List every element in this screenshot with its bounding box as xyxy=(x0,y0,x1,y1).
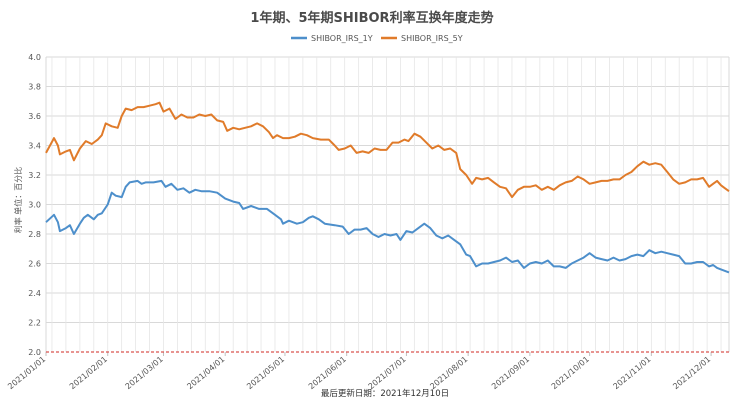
y-tick-label-5: 3.0 xyxy=(28,201,41,210)
y-tick-label-6: 3.2 xyxy=(28,171,41,180)
x-tick-label-9: 2021/10/01 xyxy=(550,355,591,392)
x-tick-label-3: 2021/04/01 xyxy=(185,355,226,392)
y-tick-label-1: 2.2 xyxy=(28,319,41,328)
y-tick-label-7: 3.4 xyxy=(28,142,41,151)
x-tick-label-4: 2021/05/01 xyxy=(245,355,286,392)
x-tick-label-7: 2021/08/01 xyxy=(428,355,469,392)
x-tick-label-11: 2021/12/01 xyxy=(671,355,712,392)
y-tick-label-3: 2.6 xyxy=(28,260,41,269)
x-tick-label-10: 2021/11/01 xyxy=(612,355,653,392)
y-tick-label-10: 4.0 xyxy=(28,53,41,62)
y-tick-label-9: 3.8 xyxy=(28,83,41,92)
series-line-shibor-irs-1y xyxy=(45,179,730,274)
legend-label-1: SHIBOR_IRS_5Y xyxy=(401,34,463,43)
x-tick-label-1: 2021/02/01 xyxy=(68,355,109,392)
x-tick-label-5: 2021/06/01 xyxy=(307,355,348,392)
y-tick-label-0: 2.0 xyxy=(28,348,41,357)
y-tick-label-8: 3.6 xyxy=(28,112,41,121)
legend-label-0: SHIBOR_IRS_1Y xyxy=(311,34,373,43)
chart-title: 1年期、5年期SHIBOR利率互换年度走势 xyxy=(250,10,493,26)
y-tick-label-4: 2.8 xyxy=(28,230,41,239)
x-tick-label-2: 2021/03/01 xyxy=(124,355,165,392)
legend: SHIBOR_IRS_1Y SHIBOR_IRS_5Y xyxy=(291,34,463,43)
x-axis-ticks: 2021/01/01 2021/02/01 2021/03/01 2021/04/01… xyxy=(6,352,712,391)
y-tick-label-2: 2.4 xyxy=(28,289,41,298)
grid-lines xyxy=(45,56,730,352)
y-axis-label: 利率 单位：百分比 xyxy=(13,167,23,234)
x-tick-label-0: 2021/01/01 xyxy=(6,355,47,392)
last-updated-text: 最后更新日期：2021年12月10日 xyxy=(321,388,449,399)
series-lines xyxy=(45,101,730,274)
x-tick-label-6: 2021/07/01 xyxy=(367,355,408,392)
series-line-shibor-irs-5y xyxy=(45,101,730,199)
x-tick-label-8: 2021/09/01 xyxy=(490,355,531,392)
y-axis-ticks: 2.0 2.2 2.4 2.6 2.8 3.0 3.2 3.4 3.6 3.8 4.0 xyxy=(28,53,41,357)
